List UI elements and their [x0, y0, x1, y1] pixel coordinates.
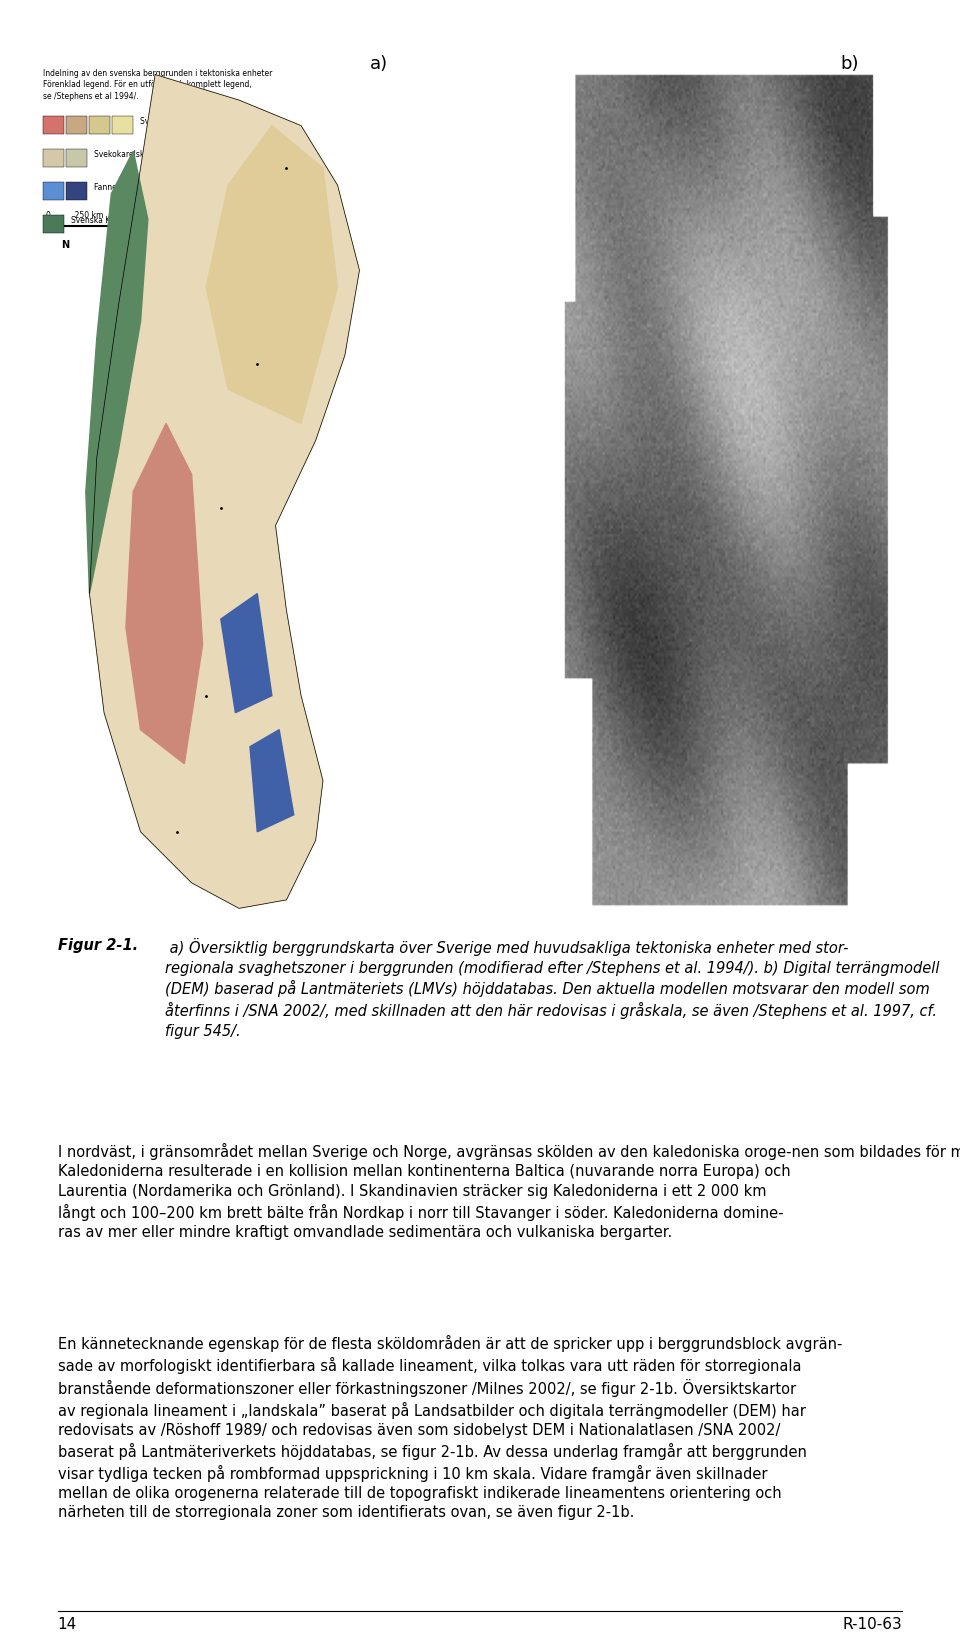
Text: Indelning av den svenska berggrunden i tektoniska enheter
Förenklad legend. För : Indelning av den svenska berggrunden i t…: [43, 69, 273, 101]
Polygon shape: [126, 423, 203, 763]
Polygon shape: [250, 730, 294, 833]
Text: En kännetecknande egenskap för de flesta sköldområden är att de spricker upp i b: En kännetecknande egenskap för de flesta…: [58, 1335, 842, 1520]
Text: 0          250 km: 0 250 km: [46, 211, 104, 220]
Text: 14: 14: [58, 1617, 77, 1632]
Text: N: N: [61, 240, 69, 249]
Bar: [112, 116, 133, 134]
Text: Figur 2-1.: Figur 2-1.: [58, 938, 137, 953]
Bar: [43, 215, 64, 233]
Bar: [43, 116, 64, 134]
Bar: [43, 182, 64, 200]
Text: Svekokarelska orogenen: Svekokarelska orogenen: [94, 150, 188, 159]
Bar: [66, 116, 87, 134]
Text: Svekonorvegjska orogenen: Svekonorvegjska orogenen: [140, 117, 244, 126]
Polygon shape: [221, 593, 272, 712]
Text: b): b): [840, 55, 858, 73]
Bar: [66, 149, 87, 167]
Text: a): a): [370, 55, 388, 73]
Text: a) Översiktlig berggrundskarta över Sverige med huvudsakliga tektoniska enheter : a) Översiktlig berggrundskarta över Sver…: [165, 938, 940, 1039]
Text: I nordväst, i gränsområdet mellan Sverige och Norge, avgränsas skölden av den ka: I nordväst, i gränsområdet mellan Sverig…: [58, 1143, 960, 1239]
Bar: [43, 149, 64, 167]
Text: R-10-63: R-10-63: [843, 1617, 902, 1632]
Bar: [66, 182, 87, 200]
Polygon shape: [206, 126, 338, 423]
Text: Svenska Kaledoniderna: Svenska Kaledoniderna: [71, 216, 160, 225]
Polygon shape: [89, 74, 359, 909]
Bar: [89, 116, 110, 134]
Polygon shape: [85, 152, 148, 593]
Text: Fannerozoiska sediment- bergarter och diabas: Fannerozoiska sediment- bergarter och di…: [94, 183, 273, 192]
